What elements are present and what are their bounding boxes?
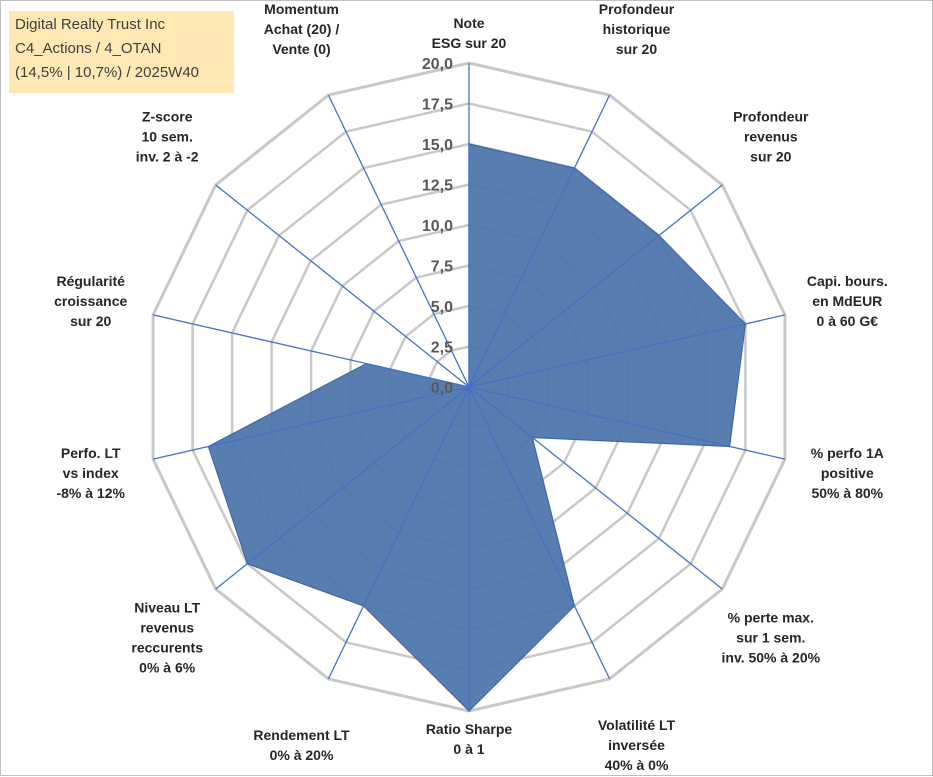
axis-label: Niveau LT revenus reccurents 0% à 6% bbox=[131, 600, 203, 676]
axis-label-line: Ratio Sharpe bbox=[426, 721, 513, 737]
axis-label-line: Profondeur bbox=[599, 1, 675, 17]
title-line-period: (14,5% | 10,7%) / 2025W40 bbox=[15, 64, 199, 81]
axis-label-line: revenus bbox=[140, 620, 194, 636]
tick-label: 15,0 bbox=[422, 137, 453, 154]
title-line-category: C4_Actions / 4_OTAN bbox=[15, 40, 162, 57]
axis-label-line: 0% à 20% bbox=[270, 747, 334, 763]
tick-label: 0,0 bbox=[431, 380, 453, 397]
axis-label-line: Vente (0) bbox=[272, 41, 330, 57]
axis-label: Momentum Achat (20) / Vente (0) bbox=[264, 1, 340, 57]
axis-labels: Note ESG sur 20 Profondeur historique sur 20… bbox=[54, 1, 888, 773]
axis-spoke bbox=[468, 94, 611, 388]
axis-label-line: historique bbox=[603, 21, 671, 37]
axis-label: % perte max. sur 1 sem. inv. 50% à 20% bbox=[722, 610, 821, 666]
tick-label: 5,0 bbox=[431, 299, 453, 316]
axis-spoke bbox=[468, 184, 723, 388]
axis-spoke bbox=[152, 386, 470, 460]
axis-label-line: Régularité bbox=[56, 273, 125, 289]
axis-label-line: sur 1 sem. bbox=[736, 630, 805, 646]
axis-label-line: croissance bbox=[54, 293, 127, 309]
axis-label-line: Rendement LT bbox=[253, 727, 350, 743]
axis-label-line: Volatilité LT bbox=[598, 717, 676, 733]
axis-label: Note ESG sur 20 bbox=[432, 15, 507, 51]
axis-label-line: sur 20 bbox=[616, 41, 657, 57]
axis-label-line: Z-score bbox=[142, 108, 193, 124]
axis-label-line: revenus bbox=[744, 128, 798, 144]
axis-label-line: -8% à 12% bbox=[56, 485, 125, 501]
axis-label: Volatilité LT inversée 40% à 0% bbox=[598, 717, 676, 773]
tick-label: 7,5 bbox=[431, 259, 453, 276]
chart-title-box: Digital Realty Trust Inc C4_Actions / 4_… bbox=[9, 11, 234, 93]
axis-label-line: sur 20 bbox=[750, 148, 791, 164]
axis-label-line: % perte max. bbox=[728, 610, 814, 626]
axis-label-line: inv. 2 à -2 bbox=[136, 148, 199, 164]
axis-label-line: 0 à 1 bbox=[453, 741, 484, 757]
tick-label: 10,0 bbox=[422, 218, 453, 235]
axis-label: Perfo. LT vs index -8% à 12% bbox=[56, 445, 125, 501]
tick-label: 12,5 bbox=[422, 178, 453, 195]
axis-label: Profondeur historique sur 20 bbox=[599, 1, 675, 57]
axis-label-line: Perfo. LT bbox=[61, 445, 121, 461]
axis-label-line: 0% à 6% bbox=[139, 660, 196, 676]
axis-label-line: 50% à 80% bbox=[811, 485, 883, 501]
tick-label: 2,5 bbox=[431, 340, 453, 357]
axis-spoke bbox=[468, 386, 786, 460]
axis-label-line: reccurents bbox=[131, 640, 203, 656]
axis-label-line: 10 sem. bbox=[142, 128, 193, 144]
axis-label-line: sur 20 bbox=[70, 313, 111, 329]
axis-label-line: Profondeur bbox=[733, 108, 809, 124]
axis-label-line: inversée bbox=[608, 737, 665, 753]
axis-spoke bbox=[327, 94, 470, 388]
axis-label-line: 0 à 60 G€ bbox=[817, 313, 879, 329]
axis-spoke bbox=[327, 386, 470, 680]
axis-spoke bbox=[468, 314, 786, 388]
axis-spoke bbox=[215, 184, 470, 388]
axis-spoke bbox=[468, 386, 611, 680]
axis-label-line: 40% à 0% bbox=[605, 757, 669, 773]
axis-spoke bbox=[468, 386, 723, 590]
axis-spokes bbox=[152, 63, 786, 711]
axis-label-line: Note bbox=[453, 15, 484, 31]
axis-label-line: % perfo 1A bbox=[811, 445, 884, 461]
axis-label-line: en MdEUR bbox=[812, 293, 882, 309]
title-line-company: Digital Realty Trust Inc bbox=[15, 16, 166, 33]
axis-label: % perfo 1A positive 50% à 80% bbox=[811, 445, 884, 501]
axis-label-line: inv. 50% à 20% bbox=[722, 650, 821, 666]
axis-label-line: positive bbox=[821, 465, 874, 481]
series-area-0 bbox=[207, 143, 747, 712]
axis-label: Rendement LT 0% à 20% bbox=[253, 727, 350, 763]
axis-label-line: Niveau LT bbox=[134, 600, 200, 616]
axis-spoke bbox=[215, 386, 470, 590]
axis-label-line: vs index bbox=[63, 465, 119, 481]
tick-label: 17,5 bbox=[422, 97, 453, 114]
axis-label: Régularité croissance sur 20 bbox=[54, 273, 127, 329]
axis-label: Profondeur revenus sur 20 bbox=[733, 108, 809, 164]
axis-spoke bbox=[152, 314, 470, 388]
axis-label: Ratio Sharpe 0 à 1 bbox=[426, 721, 513, 757]
axis-label-line: Achat (20) / bbox=[264, 21, 340, 37]
axis-label-line: ESG sur 20 bbox=[432, 35, 507, 51]
axis-label: Capi. bours. en MdEUR 0 à 60 G€ bbox=[807, 273, 888, 329]
tick-labels: 0,0 2,5 5,0 7,5 10,0 12,5 15,0 17,5 20,0 bbox=[422, 56, 453, 397]
axis-label-line: Capi. bours. bbox=[807, 273, 888, 289]
axis-label-line: Momentum bbox=[264, 1, 339, 17]
tick-label: 20,0 bbox=[422, 56, 453, 73]
axis-label: Z-score 10 sem. inv. 2 à -2 bbox=[136, 108, 199, 164]
